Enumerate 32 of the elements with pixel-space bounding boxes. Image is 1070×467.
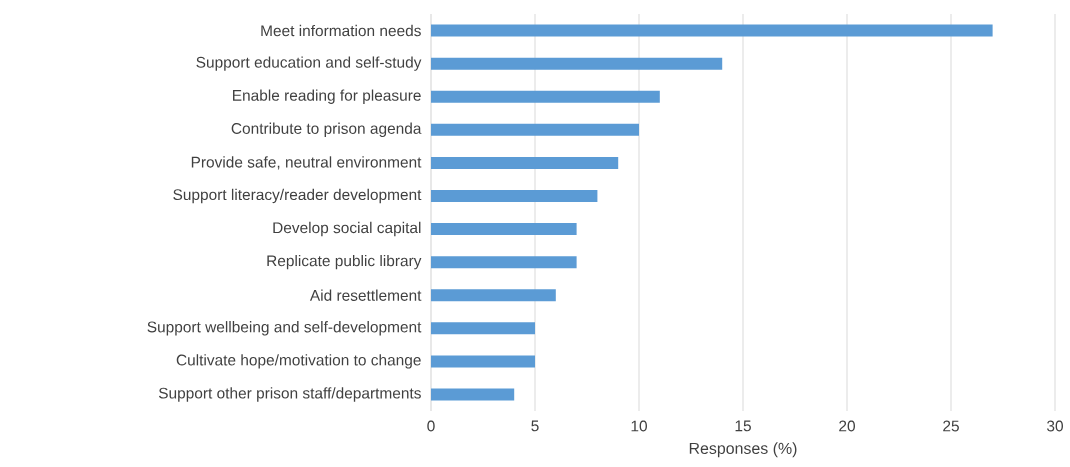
x-axis-title: Responses (%) bbox=[689, 442, 797, 458]
bar bbox=[431, 223, 577, 236]
y-tick-label: Support literacy/reader development bbox=[173, 188, 422, 204]
y-tick-label: Support wellbeing and self-development bbox=[147, 321, 422, 336]
y-tick-label: Meet information needs bbox=[261, 24, 421, 37]
x-tick-label: 10 bbox=[631, 420, 647, 432]
x-tick-label: 30 bbox=[1047, 420, 1063, 432]
x-tick-label: 0 bbox=[427, 420, 435, 432]
y-tick-label: Develop social capital bbox=[273, 221, 421, 237]
bar bbox=[431, 256, 577, 269]
y-tick-label: Enable reading for pleasure bbox=[233, 89, 421, 104]
bar bbox=[431, 156, 619, 169]
y-tick-label: Support education and self-study bbox=[196, 56, 422, 71]
bar bbox=[431, 90, 660, 103]
bar bbox=[431, 289, 556, 302]
x-tick-label: 20 bbox=[839, 420, 855, 432]
bar bbox=[431, 189, 598, 202]
bar bbox=[431, 388, 515, 401]
y-tick-label: Aid resettlement bbox=[309, 289, 422, 301]
y-tick-label: Replicate public library bbox=[267, 254, 422, 270]
bar bbox=[431, 355, 535, 368]
y-tick-label: Support other prison staff/departments bbox=[158, 387, 421, 402]
bar bbox=[431, 123, 639, 136]
y-tick-label: Provide safe, neutral environment bbox=[191, 156, 422, 170]
bar bbox=[431, 322, 535, 335]
y-tick-label: Cultivate hope/motivation to change bbox=[176, 354, 421, 369]
x-tick-label: 5 bbox=[531, 420, 539, 432]
x-tick-label: 15 bbox=[735, 420, 751, 432]
y-tick-label: Contribute to prison agenda bbox=[231, 122, 422, 137]
bar bbox=[431, 57, 723, 70]
bar bbox=[431, 24, 993, 37]
x-tick-label: 25 bbox=[943, 420, 959, 432]
